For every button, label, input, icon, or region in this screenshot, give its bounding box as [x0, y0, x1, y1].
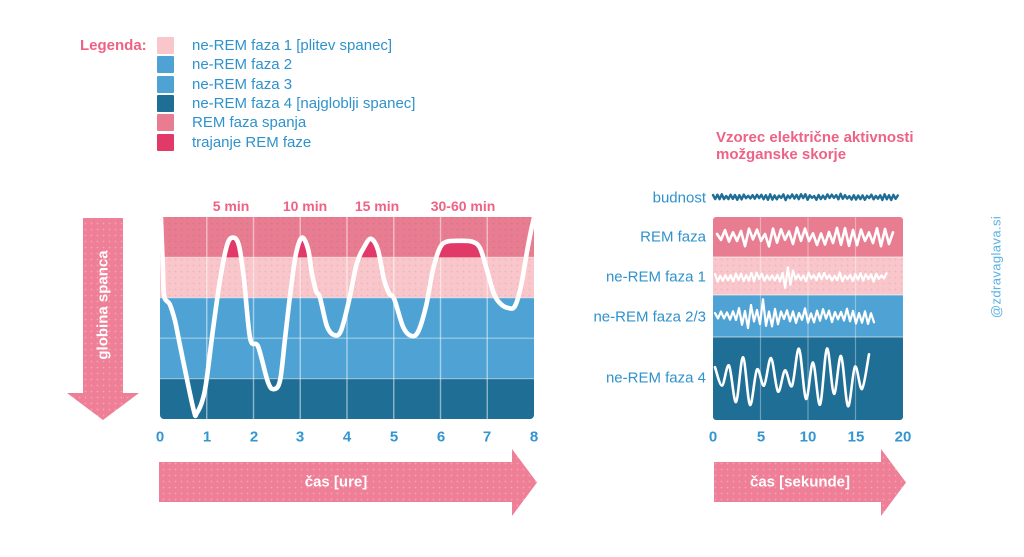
y-axis-label-sleep-depth: globina spanca — [94, 250, 112, 360]
legend-item-ne-rem-1: ne-REM faza 1 [plitev spanec] — [157, 36, 415, 55]
x-axis-label-hours: čas [ure] — [304, 473, 368, 491]
legend-item-rem: REM faza spanja — [157, 113, 415, 132]
rem-duration-label-4: 30-60 min — [430, 198, 496, 214]
eeg-bands — [713, 217, 903, 420]
legend: ne-REM faza 1 [plitev spanec] ne-REM faz… — [157, 36, 415, 152]
eeg-trace-rem-faza — [715, 226, 895, 248]
hours-tick-8: 8 — [529, 428, 539, 446]
y-axis-arrow-sleep-depth-texture — [67, 218, 139, 420]
legend-item-rem-duration: trajanje REM faze — [157, 132, 415, 151]
eeg-row-label-rem: REM faza — [640, 228, 706, 246]
legend-label: ne-REM faza 1 [plitev spanec] — [192, 37, 393, 55]
eeg-trace-budnost — [711, 192, 899, 202]
x-axis-arrow-seconds-texture — [714, 449, 906, 516]
rem-duration-label-1: 5 min — [212, 198, 250, 214]
legend-item-ne-rem-3: ne-REM faza 3 — [157, 75, 415, 94]
eeg-trace-ne-rem-faza-4 — [713, 347, 871, 408]
legend-swatch-rem-duration — [157, 133, 174, 151]
hypnogram-curve — [160, 217, 534, 419]
rem-duration-label-3: 15 min — [354, 198, 400, 214]
legend-title: Legenda: — [80, 37, 147, 54]
watermark: @zdravaglava.si — [988, 215, 1004, 319]
hours-tick-4: 4 — [342, 428, 352, 446]
eeg-trace-ne-rem-faza-2-3 — [713, 298, 876, 330]
legend-item-ne-rem-2: ne-REM faza 2 — [157, 55, 415, 74]
x-axis-arrow-hours-texture — [159, 449, 537, 516]
legend-label: ne-REM faza 3 — [192, 75, 293, 93]
eeg-row-label-ne-rem-1: ne-REM faza 1 — [605, 268, 706, 286]
legend-label: ne-REM faza 4 [najgloblji spanec] — [192, 95, 416, 113]
eeg-row-label-budnost: budnost — [652, 189, 706, 207]
eeg-chart-title: Vzorec električne aktivnosti možganske s… — [716, 129, 914, 163]
x-axis-label-seconds: čas [sekunde] — [749, 473, 851, 491]
legend-label: ne-REM faza 2 — [192, 56, 293, 74]
legend-swatch-ne-rem-4 — [157, 95, 174, 113]
legend-swatch-ne-rem-3 — [157, 75, 174, 93]
eeg-band-ne-rem-faza-4 — [713, 337, 903, 420]
seconds-tick-5: 5 — [756, 428, 766, 446]
legend-swatch-ne-rem-2 — [157, 56, 174, 74]
eeg-trace-ne-rem-faza-1 — [713, 266, 888, 289]
hypnogram-plot — [160, 217, 534, 419]
eeg-row-label-ne-rem-4: ne-REM faza 4 — [605, 369, 706, 387]
seconds-tick-20: 20 — [894, 428, 912, 446]
hours-tick-2: 2 — [249, 428, 259, 446]
hours-tick-1: 1 — [202, 428, 212, 446]
seconds-tick-15: 15 — [847, 428, 865, 446]
hours-tick-0: 0 — [155, 428, 165, 446]
seconds-tick-10: 10 — [799, 428, 817, 446]
legend-label: REM faza spanja — [192, 114, 307, 132]
eeg-chart-title-line1: Vzorec električne aktivnosti — [716, 129, 914, 146]
seconds-tick-0: 0 — [708, 428, 718, 446]
eeg-chart-title-line2: možganske skorje — [716, 146, 847, 163]
legend-item-ne-rem-4: ne-REM faza 4 [najgloblji spanec] — [157, 94, 415, 113]
hours-tick-6: 6 — [436, 428, 446, 446]
legend-label: trajanje REM faze — [192, 133, 312, 151]
hours-tick-5: 5 — [389, 428, 399, 446]
hours-tick-3: 3 — [295, 428, 305, 446]
legend-swatch-rem — [157, 114, 174, 132]
legend-swatch-ne-rem-1 — [157, 37, 174, 55]
hours-tick-7: 7 — [482, 428, 492, 446]
eeg-row-label-ne-rem-2-3: ne-REM faza 2/3 — [593, 308, 706, 326]
rem-duration-label-2: 10 min — [282, 198, 328, 214]
